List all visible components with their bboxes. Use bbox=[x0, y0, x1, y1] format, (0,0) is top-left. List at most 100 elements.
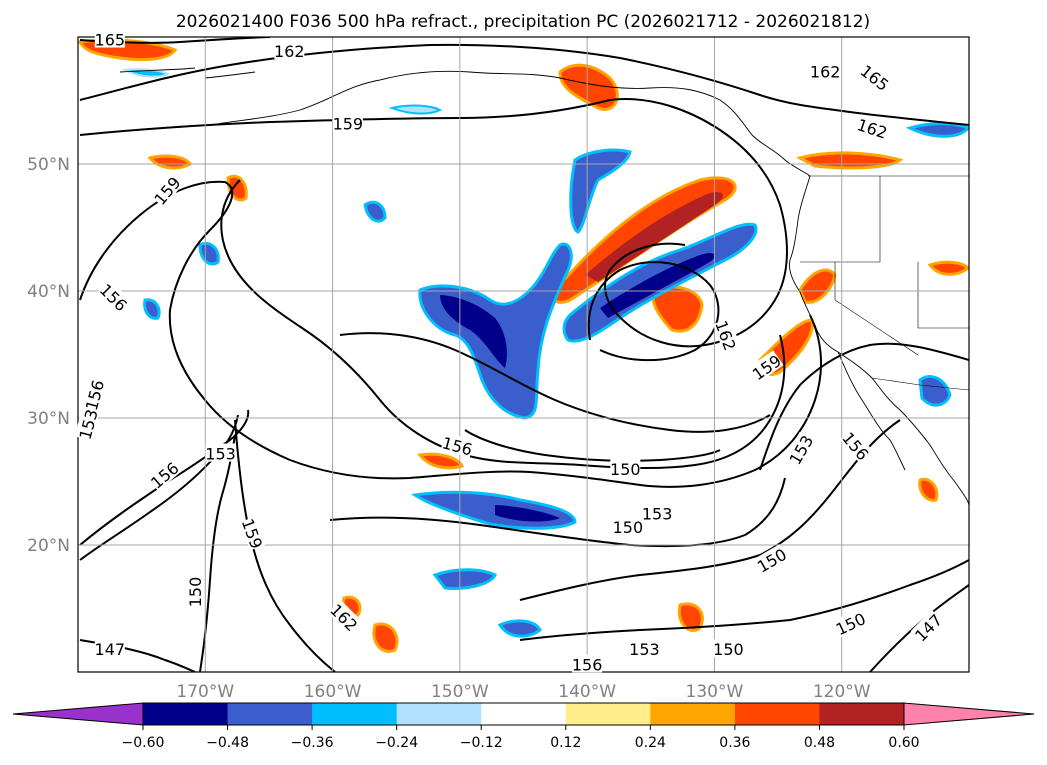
alaska-coast bbox=[209, 70, 811, 177]
colorbar-segment bbox=[650, 703, 736, 725]
state-border bbox=[834, 262, 919, 356]
political-borders bbox=[800, 175, 969, 391]
colorbar-frame bbox=[142, 702, 905, 726]
gridlines bbox=[78, 37, 969, 672]
contour-label-background bbox=[146, 457, 182, 491]
contour-label: 153 bbox=[205, 445, 236, 464]
contour-label-background bbox=[642, 503, 673, 522]
precip-area-negative bbox=[432, 568, 498, 590]
longitude-label: 160°W bbox=[304, 682, 362, 702]
contour-label-background bbox=[610, 458, 641, 477]
contour-label-background bbox=[205, 443, 236, 462]
precip-area-negative bbox=[905, 122, 969, 138]
contour-label-background bbox=[810, 61, 841, 80]
precip-area-negative bbox=[388, 104, 443, 115]
map-frame bbox=[77, 36, 970, 673]
state-border bbox=[917, 262, 969, 329]
contour-label-background bbox=[81, 378, 107, 412]
latitude-label: 30°N bbox=[27, 409, 70, 429]
colorbar-segment bbox=[481, 703, 567, 725]
contour-label: 162 bbox=[274, 42, 305, 61]
contour-label-background bbox=[440, 432, 475, 458]
contour-label: 150 bbox=[713, 640, 744, 659]
contour-label-background bbox=[332, 113, 363, 132]
precip-area-negative bbox=[363, 200, 387, 223]
contour-156 bbox=[79, 180, 823, 488]
contour-label-background bbox=[748, 350, 784, 383]
contour-label-background bbox=[97, 279, 132, 314]
contour-label-background bbox=[74, 407, 100, 441]
contour-label-background bbox=[94, 639, 125, 658]
contour-label: 147 bbox=[95, 640, 126, 659]
contour-label-background bbox=[239, 516, 267, 551]
contour-150b bbox=[464, 429, 721, 462]
contour-162 bbox=[79, 43, 969, 126]
contour-156-south bbox=[519, 559, 969, 641]
contour-159-inner bbox=[587, 261, 720, 362]
contour-label-background bbox=[910, 609, 945, 644]
precip-area-positive bbox=[918, 477, 939, 502]
precip-area-positive bbox=[372, 622, 399, 653]
precip-area-positive bbox=[927, 260, 969, 276]
contour-153-south bbox=[329, 477, 786, 548]
precip-area-negative bbox=[497, 619, 542, 638]
colorbar-tick-label: 0.36 bbox=[719, 735, 750, 751]
contour-label: 150 bbox=[613, 518, 644, 537]
longitude-label: 120°W bbox=[813, 682, 871, 702]
colorbar-tick-label: −0.48 bbox=[206, 735, 249, 751]
colorbar-tick-label: −0.60 bbox=[122, 735, 165, 751]
contour-label: 159 bbox=[333, 114, 364, 133]
contour-label-background bbox=[858, 60, 893, 94]
contour-label-background bbox=[713, 317, 741, 353]
colorbar-tick-label: −0.12 bbox=[460, 735, 503, 751]
colorbar-segment bbox=[734, 703, 820, 725]
contour-label-background bbox=[149, 172, 183, 208]
contour-153-se bbox=[759, 342, 969, 471]
precip-area-positive bbox=[558, 63, 619, 111]
contour-label-background bbox=[839, 428, 874, 463]
colorbar-segment bbox=[396, 703, 482, 725]
contour-label-background bbox=[753, 544, 789, 575]
us-mexico-border bbox=[871, 377, 969, 391]
contour-label-background bbox=[629, 639, 660, 658]
colorbar-tick-label: 0.60 bbox=[888, 735, 919, 751]
contour-label-background bbox=[572, 654, 603, 673]
longitude-label: 170°W bbox=[176, 682, 234, 702]
colorbar-segment bbox=[819, 703, 905, 725]
colorbar-segment bbox=[565, 703, 651, 725]
contour-153b bbox=[79, 414, 239, 561]
colorbar-segment bbox=[143, 703, 229, 725]
state-border bbox=[800, 176, 881, 263]
contour-label-background bbox=[94, 29, 125, 48]
precip-area-negative-core bbox=[600, 253, 715, 318]
contour-150-mid bbox=[519, 419, 901, 601]
longitude-label: 150°W bbox=[431, 682, 489, 702]
latitude-label: 20°N bbox=[27, 536, 70, 556]
coastline bbox=[119, 67, 969, 506]
contour-147-se bbox=[869, 584, 969, 672]
contour-label: 150 bbox=[610, 460, 641, 479]
precip-area-negative bbox=[569, 148, 632, 234]
baja-peninsula-coast bbox=[837, 351, 906, 471]
contour-159b bbox=[234, 419, 336, 672]
contour-156b bbox=[79, 409, 250, 546]
precip-area-negative bbox=[918, 375, 952, 407]
precip-area-positive bbox=[795, 151, 904, 170]
colorbar-tick-label: 0.12 bbox=[550, 735, 581, 751]
contour-label-background bbox=[832, 608, 868, 638]
contour-label-background bbox=[784, 431, 816, 467]
contour-label: 150 bbox=[186, 577, 205, 608]
precip-area-negative bbox=[198, 242, 220, 266]
precip-area-positive bbox=[651, 285, 704, 333]
contour-label-background bbox=[185, 576, 204, 607]
map-title: 2026021400 F036 500 hPa refract., precip… bbox=[176, 12, 870, 32]
contour-label-background bbox=[713, 639, 744, 658]
contour-label-background bbox=[274, 40, 305, 59]
latitude-label: 40°N bbox=[27, 282, 70, 302]
longitude-label: 130°W bbox=[686, 682, 744, 702]
colorbar-segment bbox=[312, 703, 398, 725]
latitude-labels: 50°N 40°N 30°N 20°N bbox=[27, 155, 70, 556]
colorbar-tick-label: −0.36 bbox=[291, 735, 334, 751]
contour-label-background bbox=[612, 517, 643, 536]
